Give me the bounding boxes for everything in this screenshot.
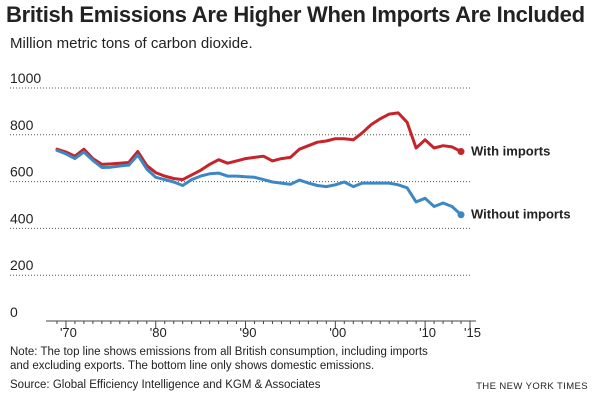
series-line-2	[55, 148, 463, 217]
chart-source: Source: Global Efficiency Intelligence a…	[10, 379, 321, 391]
x-axis: '70 '80 '90 '00 '10 '15	[46, 320, 481, 340]
chart-subtitle: Million metric tons of carbon dioxide.	[10, 35, 253, 52]
y-tick-label: 600	[10, 164, 34, 180]
series-end-marker-1	[457, 148, 465, 156]
x-tick-label: '15	[464, 325, 481, 340]
series-label-2: Without imports	[471, 207, 571, 222]
publisher-credit: THE NEW YORK TIMES	[476, 381, 588, 392]
x-tick-label: '10	[419, 325, 436, 340]
chart-title: British Emissions Are Higher When Import…	[6, 2, 585, 27]
series-lines	[55, 111, 465, 219]
series-labels: With imports Without imports	[471, 144, 571, 222]
series-line-1	[55, 111, 463, 182]
series-end-marker-2	[457, 211, 465, 219]
y-axis-tick-labels: 0 200 400 600 800 1000	[10, 70, 41, 320]
x-tick-label: '90	[240, 325, 257, 340]
chart-note: Note: The top line shows emissions from …	[10, 346, 428, 372]
y-tick-label: 400	[10, 210, 34, 226]
x-tick-label: '80	[150, 325, 167, 340]
x-tick-label: '70	[60, 325, 77, 340]
y-tick-label: 800	[10, 117, 34, 133]
series-label-1: With imports	[471, 144, 550, 159]
x-tick-label: '00	[329, 325, 346, 340]
y-tick-label: 0	[10, 304, 18, 320]
y-tick-label: 200	[10, 257, 34, 273]
y-tick-label: 1000	[10, 70, 41, 86]
